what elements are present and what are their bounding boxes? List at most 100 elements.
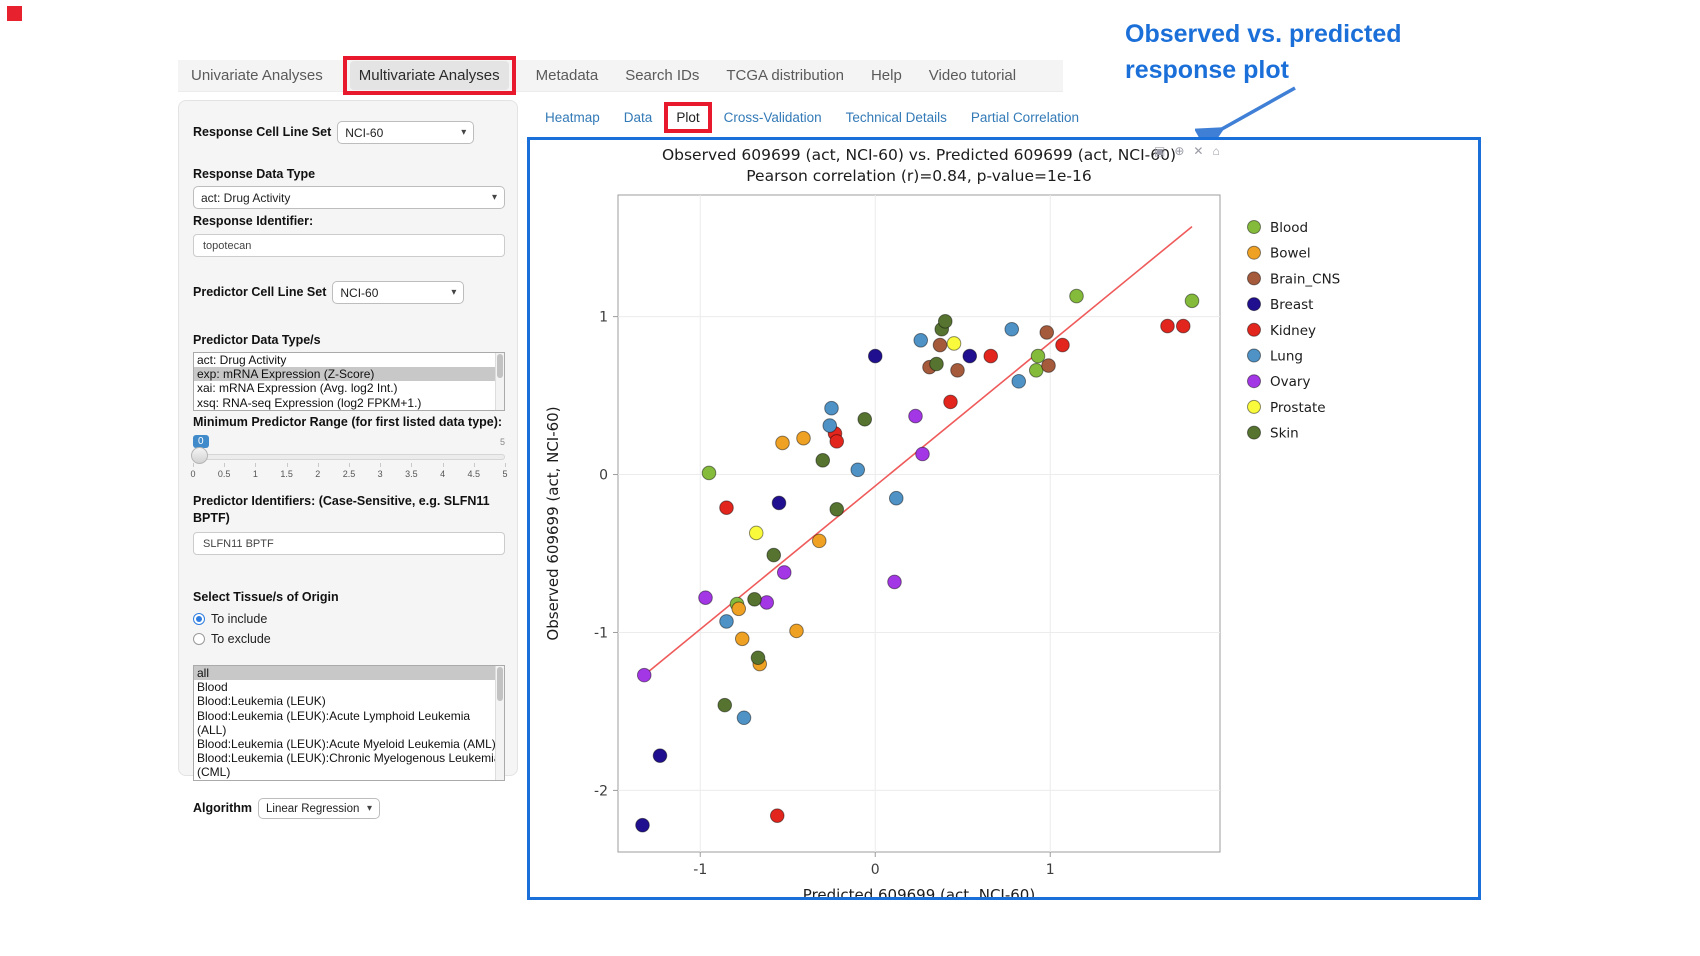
scatter-point-breast[interactable]	[635, 817, 650, 833]
scatter-point-brain_cns[interactable]	[1041, 358, 1056, 373]
scatter-point-kidney[interactable]	[829, 434, 845, 449]
scatter-point-lung[interactable]	[913, 332, 929, 348]
scatter-point-skin[interactable]	[717, 697, 733, 713]
scatter-point-blood[interactable]	[1069, 288, 1084, 304]
listbox-option[interactable]: all	[194, 666, 504, 681]
tab-heatmap[interactable]: Heatmap	[545, 110, 600, 125]
radio-button-icon[interactable]	[193, 613, 205, 625]
scatter-point-lung[interactable]	[888, 490, 904, 506]
nav-item-univariate-analyses[interactable]: Univariate Analyses	[191, 67, 323, 84]
listbox-option[interactable]: Blood:Leukemia (LEUK):Acute Myeloid Leuk…	[197, 737, 496, 752]
scatter-point-blood[interactable]	[1030, 348, 1046, 364]
legend-swatch-bowel[interactable]	[1247, 245, 1261, 260]
scatter-point-ovary[interactable]	[759, 595, 775, 610]
scatter-point-bowel[interactable]	[789, 623, 804, 639]
scatter-point-kidney[interactable]	[769, 808, 785, 823]
radio-to-include[interactable]: To include	[193, 612, 503, 626]
scatter-point-breast[interactable]	[771, 495, 787, 511]
scatter-point-skin[interactable]	[857, 411, 873, 427]
scatter-point-bowel[interactable]	[775, 435, 790, 451]
nav-item-help[interactable]: Help	[870, 67, 902, 84]
scrollbar[interactable]	[495, 353, 504, 410]
scatter-point-brain_cns[interactable]	[950, 363, 965, 378]
camera-icon[interactable]: ▣	[1154, 144, 1166, 158]
scatter-point-lung[interactable]	[736, 710, 752, 726]
predictor-identifiers-input[interactable]	[193, 532, 505, 555]
scatter-point-breast[interactable]	[867, 348, 883, 364]
scatter-point-prostate[interactable]	[946, 336, 962, 351]
scatter-point-skin[interactable]	[815, 453, 831, 468]
scatter-point-ovary[interactable]	[908, 408, 923, 424]
slider-track[interactable]	[193, 454, 505, 460]
nav-item-tcga-distribution[interactable]: TCGA distribution	[726, 67, 844, 84]
scatter-point-kidney[interactable]	[983, 348, 999, 364]
slider-handle[interactable]	[191, 447, 208, 464]
scatter-point-kidney[interactable]	[719, 500, 734, 516]
listbox-option[interactable]: xai: mRNA Expression (Avg. log2 Int.)	[197, 381, 398, 396]
radio-to-exclude[interactable]: To exclude	[193, 632, 503, 646]
scatter-point-lung[interactable]	[824, 400, 839, 416]
min-predictor-range-slider[interactable]: 0 5 0 0.5 1 1.5 2 2.5 3 3.5 4 4.5 5	[190, 435, 508, 483]
scatter-point-bowel[interactable]	[734, 631, 750, 647]
tab-plot[interactable]: Plot	[664, 102, 712, 133]
scatter-point-ovary[interactable]	[915, 446, 930, 462]
scatter-point-lung[interactable]	[822, 418, 838, 433]
legend-swatch-skin[interactable]	[1247, 425, 1261, 440]
scatter-point-lung[interactable]	[850, 462, 866, 478]
tab-data[interactable]: Data	[623, 110, 653, 125]
scatter-point-blood[interactable]	[1028, 363, 1044, 378]
scatter-point-bowel[interactable]	[811, 533, 827, 549]
nav-item-search-ids[interactable]: Search IDs	[625, 67, 700, 84]
legend-swatch-breast[interactable]	[1247, 297, 1261, 312]
scatter-point-bowel[interactable]	[796, 430, 811, 446]
response-identifier-input[interactable]	[193, 234, 505, 257]
response-cell-line-set-select[interactable]: NCI-60 ▾	[337, 121, 475, 144]
listbox-option[interactable]: Blood:Leukemia (LEUK):Acute Lymphoid Leu…	[197, 708, 471, 737]
predictor-cell-line-set-select[interactable]: NCI-60 ▾	[332, 281, 465, 304]
scatter-point-prostate[interactable]	[748, 525, 764, 541]
scatter-point-kidney[interactable]	[1175, 318, 1191, 334]
scatter-point-lung[interactable]	[1004, 321, 1020, 337]
scatter-point-lung[interactable]	[1011, 374, 1027, 389]
scatter-point-ovary[interactable]	[698, 590, 713, 606]
algorithm-select[interactable]: Linear Regression ▾	[258, 798, 381, 819]
listbox-option[interactable]: xsq: RNA-seq Expression (log2 FPKM+1.)	[197, 395, 422, 410]
scatter-point-lung[interactable]	[719, 614, 734, 629]
legend-swatch-blood[interactable]	[1247, 220, 1261, 234]
scatter-point-breast[interactable]	[652, 748, 668, 763]
scatter-point-ovary[interactable]	[636, 667, 652, 683]
legend-swatch-ovary[interactable]	[1247, 374, 1261, 389]
tab-cross-validation[interactable]: Cross-Validation	[723, 110, 822, 125]
scatter-point-brain_cns[interactable]	[1039, 325, 1055, 340]
scatter-point-brain_cns[interactable]	[932, 337, 948, 353]
scatter-point-ovary[interactable]	[887, 574, 902, 590]
listbox-option[interactable]: act: Drug Activity	[197, 353, 287, 367]
legend-swatch-lung[interactable]	[1247, 348, 1261, 363]
scatter-point-kidney[interactable]	[1160, 318, 1175, 334]
legend-swatch-prostate[interactable]	[1247, 399, 1261, 414]
listbox-option[interactable]: Blood:Leukemia (LEUK):Chronic Myelogenou…	[197, 751, 501, 780]
scatter-point-kidney[interactable]	[1055, 337, 1070, 353]
listbox-option[interactable]: Blood	[197, 680, 228, 695]
listbox-option[interactable]: exp: mRNA Expression (Z-Score)	[194, 367, 504, 382]
predictor-data-types-listbox[interactable]: act: Drug Activity exp: mRNA Expression (…	[193, 352, 505, 411]
scatter-point-skin[interactable]	[929, 356, 944, 372]
scatter-point-skin[interactable]	[750, 650, 766, 666]
tab-partial-correlation[interactable]: Partial Correlation	[970, 110, 1079, 125]
zoom-icon[interactable]: ⊕	[1174, 144, 1185, 158]
scatter-point-skin[interactable]	[747, 592, 762, 607]
nav-item-multivariate-analyses[interactable]: Multivariate Analyses	[342, 56, 516, 95]
plot-area[interactable]	[617, 194, 1221, 853]
scatter-point-ovary[interactable]	[776, 565, 792, 580]
listbox-option[interactable]: Blood:Leukemia (LEUK)	[197, 694, 326, 709]
legend-swatch-kidney[interactable]	[1247, 322, 1261, 337]
scrollbar[interactable]	[495, 666, 504, 780]
radio-button-icon[interactable]	[193, 633, 205, 645]
pan-icon[interactable]: ✕	[1193, 144, 1204, 158]
tab-technical-details[interactable]: Technical Details	[845, 110, 947, 125]
scatter-point-blood[interactable]	[1184, 293, 1200, 309]
scatter-point-bowel[interactable]	[731, 601, 747, 617]
legend-swatch-brain_cns[interactable]	[1247, 271, 1261, 286]
home-icon[interactable]: ⌂	[1212, 144, 1220, 158]
scatter-point-blood[interactable]	[701, 465, 717, 481]
